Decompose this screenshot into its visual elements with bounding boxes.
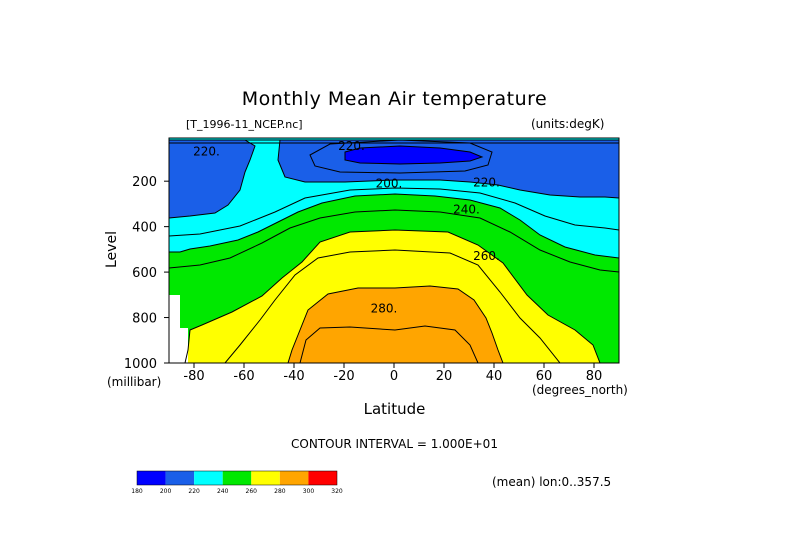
contour-label-layer: 220. 220. 200. 220. 240. 260. 280.: [193, 139, 500, 316]
y-axis-ticks: 200 400 600 800 1000: [124, 175, 169, 372]
y-tick-label: 600: [132, 266, 157, 281]
colorbar-tick-label: 180: [131, 488, 143, 495]
contour-line-200: [344, 145, 484, 165]
contour-label: 240.: [453, 203, 480, 217]
colorbar-tick-label: 200: [160, 488, 172, 495]
y-tick-label: 1000: [124, 357, 157, 372]
x-axis-label: Latitude: [363, 400, 426, 418]
y-tick-label: 400: [132, 221, 157, 236]
contour-label: 200.: [376, 176, 403, 190]
contour-label: 260.: [473, 249, 500, 263]
x-tick-label: 60: [536, 369, 553, 384]
contour-line-270: [224, 249, 561, 363]
colorbar-swatch: [165, 471, 195, 485]
colorbar-swatch: [137, 471, 166, 485]
mean-note: (mean) lon:0..357.5: [492, 475, 612, 489]
fill-180-200: [345, 146, 482, 164]
y-axis-unit: (millibar): [107, 375, 162, 389]
colorbar-tick-label: 240: [217, 488, 229, 495]
contour-label: 220.: [338, 139, 365, 153]
colorbar-tick-label: 280: [274, 488, 286, 495]
x-tick-label: -60: [233, 369, 254, 384]
y-tick-label: 200: [132, 175, 157, 190]
x-axis-ticks: -80 -60 -40 -20 0 20 40 60 80: [183, 363, 602, 384]
colorbar-tick-label: 260: [246, 488, 258, 495]
x-tick-label: 40: [486, 369, 503, 384]
units-label: (units:degK): [531, 117, 605, 131]
x-tick-label: -80: [183, 369, 204, 384]
contour-line-260: [184, 229, 601, 363]
x-tick-label: 80: [586, 369, 603, 384]
contour-fill-layer: [169, 138, 619, 363]
colorbar-frame: [136, 470, 338, 486]
contour-lines: [169, 139, 619, 363]
colorbar-swatch: [251, 471, 280, 485]
contour-line-220-south: [169, 139, 256, 219]
file-label: [T_1996-11_NCEP.nc]: [186, 118, 303, 131]
x-axis-unit: (degrees_north): [532, 383, 628, 397]
contour-line-230: [169, 187, 619, 237]
x-tick-label: -20: [333, 369, 354, 384]
contour-line-210-ring: [309, 139, 493, 174]
chart-title: Monthly Mean Air temperature: [241, 88, 548, 110]
colorbar-tick-label: 300: [303, 488, 315, 495]
contour-line-220-north: [277, 139, 619, 199]
missing-data-mask: [169, 295, 180, 363]
x-tick-label: -40: [283, 369, 304, 384]
colorbar-swatch: [222, 471, 252, 485]
colorbar-tick-label: 320: [331, 488, 343, 495]
missing-data-mask-2: [180, 328, 188, 363]
colorbar-swatch: [279, 471, 309, 485]
x-tick-label: 20: [436, 369, 453, 384]
colorbar-swatch: [308, 471, 337, 485]
colorbar-tick-label: 220: [188, 488, 200, 495]
contour-label: 220.: [473, 175, 500, 189]
colorbar-swatch: [194, 471, 223, 485]
fill-200-220: [169, 140, 619, 218]
contour-label: 280.: [371, 301, 398, 315]
contour-line-290: [299, 325, 479, 363]
y-tick-label: 800: [132, 312, 157, 327]
contour-line-240: [169, 193, 619, 259]
contour-label: 220.: [193, 145, 220, 159]
colorbar: 180 200 220 240 260 280 300 320: [131, 470, 343, 495]
contour-line-280: [287, 285, 504, 363]
contour-interval-note: CONTOUR INTERVAL = 1.000E+01: [291, 437, 498, 451]
contour-line-250: [169, 209, 619, 273]
x-tick-label: 0: [390, 369, 398, 384]
